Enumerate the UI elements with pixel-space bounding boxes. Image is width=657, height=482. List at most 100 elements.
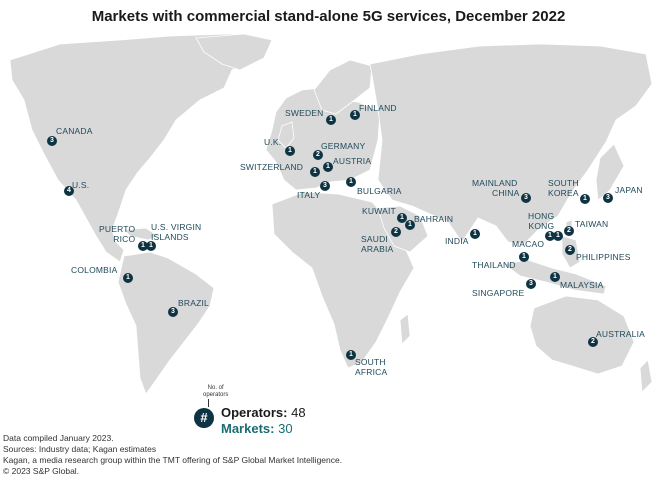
label-puerto-rico-line2: RICO	[113, 234, 136, 244]
legend-arrow	[208, 399, 209, 407]
marker-taiwan[interactable]: 2	[564, 226, 574, 236]
scandinavia-land	[313, 59, 373, 115]
label-us-virgin-islands: U.S. VIRGIN ISLANDS	[151, 222, 201, 242]
marker-bulgaria[interactable]: 1	[346, 177, 356, 187]
legend-symbol: #	[194, 408, 214, 428]
legend-note: No. of operators	[203, 385, 228, 399]
label-philippines: PHILIPPINES	[576, 252, 631, 262]
marker-macao[interactable]: 1	[553, 231, 563, 241]
marker-colombia[interactable]: 1	[123, 273, 133, 283]
marker-italy[interactable]: 3	[320, 181, 330, 191]
legend-markets-label: Markets:	[221, 421, 275, 436]
label-south-africa-line2: AFRICA	[355, 367, 388, 377]
label-saudi-arabia: SAUDI ARABIA	[361, 234, 393, 254]
uk-land	[277, 121, 295, 149]
label-hong-kong-line1: HONG	[528, 211, 555, 221]
label-south-africa: SOUTH AFRICA	[355, 357, 387, 377]
legend-operators-label: Operators:	[221, 405, 288, 420]
asia-land	[369, 43, 653, 245]
marker-canada[interactable]: 3	[47, 136, 57, 146]
marker-australia[interactable]: 2	[588, 337, 598, 347]
label-switzerland: SWITZERLAND	[240, 162, 304, 172]
map-title: Markets with commercial stand-alone 5G s…	[91, 8, 566, 25]
label-bulgaria: BULGARIA	[357, 186, 402, 196]
marker-puerto-rico[interactable]: 1	[138, 241, 148, 251]
legend-markets-value: 30	[278, 421, 293, 436]
madagascar-land	[399, 313, 411, 345]
label-saudi-arabia-line2: ARABIA	[361, 244, 394, 254]
label-us: U.S.	[72, 180, 90, 190]
label-south-korea-line1: SOUTH	[548, 178, 579, 188]
label-austria: AUSTRIA	[333, 156, 372, 166]
label-thailand: THAILAND	[472, 260, 516, 270]
label-sweden: SWEDEN	[285, 108, 324, 118]
label-south-korea-line2: KOREA	[548, 188, 579, 198]
footer-line-copyright: © 2023 S&P Global.	[3, 466, 80, 476]
marker-us[interactable]: 4	[64, 186, 74, 196]
marker-kuwait[interactable]: 1	[397, 213, 407, 223]
label-us-virgin-islands-line2: ISLANDS	[151, 232, 189, 242]
caribbean-land	[123, 227, 159, 241]
footer-notes: Data compiled January 2023. Sources: Ind…	[3, 433, 342, 477]
marker-south-africa[interactable]: 1	[346, 350, 356, 360]
label-kuwait: KUWAIT	[362, 206, 396, 216]
footer-line-data-compiled: Data compiled January 2023.	[3, 433, 114, 443]
marker-switzerland[interactable]: 1	[310, 167, 320, 177]
label-taiwan: TAIWAN	[575, 219, 609, 229]
marker-south-korea[interactable]: 1	[580, 194, 590, 204]
world-map-land	[9, 33, 653, 395]
marker-sweden[interactable]: 1	[326, 115, 336, 125]
label-japan: JAPAN	[615, 185, 643, 195]
footer-line-kagan: Kagan, a media research group within the…	[3, 455, 343, 465]
legend-operators-value: 48	[291, 405, 306, 420]
marker-thailand[interactable]: 1	[519, 252, 529, 262]
south-america-land	[117, 251, 215, 395]
legend-note-line2: operators	[203, 392, 229, 398]
arabia-land	[377, 205, 429, 253]
label-us-virgin-islands-line1: U.S. VIRGIN	[151, 222, 202, 232]
marker-hong-kong[interactable]: 1	[545, 231, 555, 241]
label-macao: MACAO	[512, 239, 545, 249]
marker-philippines[interactable]: 2	[565, 245, 575, 255]
marker-japan[interactable]: 3	[603, 193, 613, 203]
marker-malaysia[interactable]: 1	[550, 272, 560, 282]
label-italy: ITALY	[297, 190, 321, 200]
world-map: 3 4 1 1 1 3 1 1 1 1 2 1 1 3 1 1 1 2 1 3 …	[0, 30, 657, 436]
label-saudi-arabia-line1: SAUDI	[361, 234, 388, 244]
legend-note-line1: No. of	[207, 385, 224, 391]
label-mainland-china: MAINLAND CHINA	[472, 178, 519, 198]
label-colombia: COLOMBIA	[71, 265, 118, 275]
label-finland: FINLAND	[359, 103, 397, 113]
label-mainland-china-line2: CHINA	[492, 188, 520, 198]
marker-uk[interactable]: 1	[285, 146, 295, 156]
label-australia: AUSTRALIA	[596, 329, 646, 339]
footer-line-sources: Sources: Industry data; Kagan estimates	[3, 444, 157, 454]
marker-singapore[interactable]: 3	[526, 279, 536, 289]
marker-saudi-arabia[interactable]: 2	[391, 227, 401, 237]
label-germany: GERMANY	[321, 141, 366, 151]
label-bahrain: BAHRAIN	[414, 214, 454, 224]
label-singapore: SINGAPORE	[472, 288, 525, 298]
label-puerto-rico-line1: PUERTO	[99, 224, 136, 234]
label-uk: U.K.	[264, 137, 282, 147]
marker-brazil[interactable]: 3	[168, 307, 178, 317]
marker-mainland-china[interactable]: 3	[521, 193, 531, 203]
japan-land	[595, 143, 625, 201]
marker-germany[interactable]: 2	[313, 150, 323, 160]
label-hong-kong-line2: KONG	[528, 221, 555, 231]
legend-markets: Markets: 30	[221, 421, 293, 436]
new-zealand-land	[639, 359, 653, 393]
africa-land	[271, 191, 415, 369]
label-india: INDIA	[445, 236, 469, 246]
marker-india[interactable]: 1	[470, 229, 480, 239]
marker-bahrain[interactable]: 1	[405, 220, 415, 230]
legend-operators: Operators: 48	[221, 405, 306, 420]
label-south-korea: SOUTH KOREA	[548, 178, 579, 198]
marker-finland[interactable]: 1	[350, 110, 360, 120]
marker-austria[interactable]: 1	[323, 162, 333, 172]
label-puerto-rico: PUERTO RICO	[99, 224, 135, 244]
marker-us-virgin-islands[interactable]: 1	[146, 241, 156, 251]
label-malaysia: MALAYSIA	[560, 280, 604, 290]
label-hong-kong: HONG KONG	[528, 211, 554, 231]
australia-land	[529, 295, 635, 375]
